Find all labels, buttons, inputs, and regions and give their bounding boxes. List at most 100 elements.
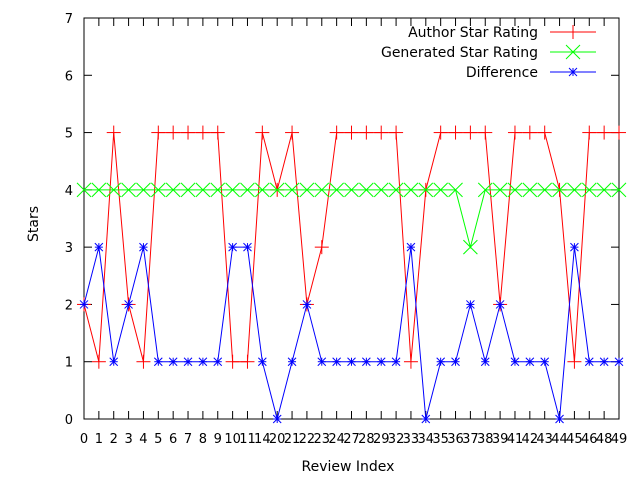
marker-stroke xyxy=(567,182,582,198)
marker-stroke xyxy=(76,182,92,198)
data-point xyxy=(79,300,89,309)
data-point xyxy=(391,357,401,367)
data-point xyxy=(433,125,448,140)
data-point xyxy=(418,182,434,198)
marker-stroke xyxy=(403,182,419,198)
data-point xyxy=(180,182,196,198)
marker-stroke xyxy=(150,182,166,198)
x-tick-label: 29 xyxy=(373,432,390,447)
marker-stroke xyxy=(537,182,553,198)
marker-stroke xyxy=(79,300,89,309)
data-point xyxy=(478,125,493,140)
data-point xyxy=(403,354,418,369)
x-tick-label: 20 xyxy=(269,432,286,447)
marker-stroke xyxy=(359,182,374,198)
data-point xyxy=(599,357,609,367)
marker-stroke xyxy=(165,182,181,198)
marker-stroke xyxy=(570,242,579,252)
x-tick-label: 14 xyxy=(254,432,271,447)
data-point xyxy=(91,354,106,369)
marker-stroke xyxy=(510,357,520,367)
data-point xyxy=(522,182,538,198)
marker-stroke xyxy=(106,182,122,198)
series-line xyxy=(84,189,619,250)
marker-stroke xyxy=(611,182,627,198)
marker-stroke xyxy=(466,300,475,309)
data-point xyxy=(597,125,612,140)
data-point xyxy=(168,357,178,367)
marker-stroke xyxy=(287,357,297,367)
x-tick-label: 35 xyxy=(432,432,449,447)
data-point xyxy=(255,125,270,140)
legend-label: Author Star Rating xyxy=(408,25,538,41)
data-point xyxy=(166,125,181,140)
data-point xyxy=(522,125,537,140)
x-tick-label: 39 xyxy=(492,432,509,447)
legend-marker xyxy=(566,25,580,39)
data-point xyxy=(302,300,312,309)
data-point xyxy=(389,125,404,140)
data-point xyxy=(225,182,240,198)
x-tick-label: 8 xyxy=(199,432,207,447)
data-point xyxy=(106,182,122,198)
y-tick-label: 5 xyxy=(65,127,73,142)
data-point xyxy=(314,182,330,198)
marker-stroke xyxy=(477,182,493,198)
marker-stroke xyxy=(302,300,312,309)
x-tick-label: 45 xyxy=(566,432,583,447)
data-point xyxy=(139,242,148,252)
marker-stroke xyxy=(94,242,104,252)
data-point xyxy=(228,242,237,252)
marker-stroke xyxy=(614,357,624,367)
marker-stroke xyxy=(243,242,252,252)
marker-stroke xyxy=(225,182,240,198)
marker-stroke xyxy=(329,182,344,198)
marker-stroke xyxy=(284,182,300,198)
data-point xyxy=(555,414,564,424)
data-point xyxy=(285,125,300,140)
data-point xyxy=(376,357,386,367)
marker-stroke xyxy=(436,357,446,367)
marker-stroke xyxy=(195,182,211,198)
data-point xyxy=(257,357,267,367)
data-point xyxy=(406,242,416,252)
y-tick-label: 1 xyxy=(65,356,73,371)
marker-stroke xyxy=(568,67,578,77)
x-tick-label: 6 xyxy=(169,432,177,447)
x-tick-label: 22 xyxy=(299,432,316,447)
x-tick-label: 9 xyxy=(214,432,222,447)
marker-stroke xyxy=(406,242,416,252)
marker-stroke xyxy=(257,357,267,367)
series-2 xyxy=(79,242,624,424)
data-point xyxy=(332,357,341,367)
marker-stroke xyxy=(109,357,119,367)
x-tick-label: 11 xyxy=(239,432,256,447)
marker-stroke xyxy=(136,182,151,198)
marker-stroke xyxy=(448,182,463,198)
x-tick-label: 34 xyxy=(418,432,435,447)
data-point xyxy=(284,182,300,198)
data-point xyxy=(612,125,626,140)
marker-stroke xyxy=(347,357,356,367)
data-point xyxy=(198,357,208,367)
data-point xyxy=(359,182,374,198)
data-point xyxy=(344,125,359,140)
data-point xyxy=(584,357,594,367)
marker-stroke xyxy=(581,182,597,198)
y-tick-label: 6 xyxy=(65,69,73,84)
data-point xyxy=(477,182,493,198)
data-point xyxy=(525,357,535,367)
x-tick-label: 42 xyxy=(522,432,539,447)
data-point xyxy=(537,182,553,198)
data-point xyxy=(540,357,550,367)
y-tick-label: 3 xyxy=(65,241,73,256)
data-point xyxy=(210,182,226,198)
x-tick-label: 5 xyxy=(154,432,162,447)
data-point xyxy=(436,357,446,367)
data-point xyxy=(136,354,151,369)
marker-stroke xyxy=(91,182,107,198)
marker-stroke xyxy=(180,182,196,198)
data-point xyxy=(243,242,252,252)
x-tick-label: 27 xyxy=(343,432,360,447)
